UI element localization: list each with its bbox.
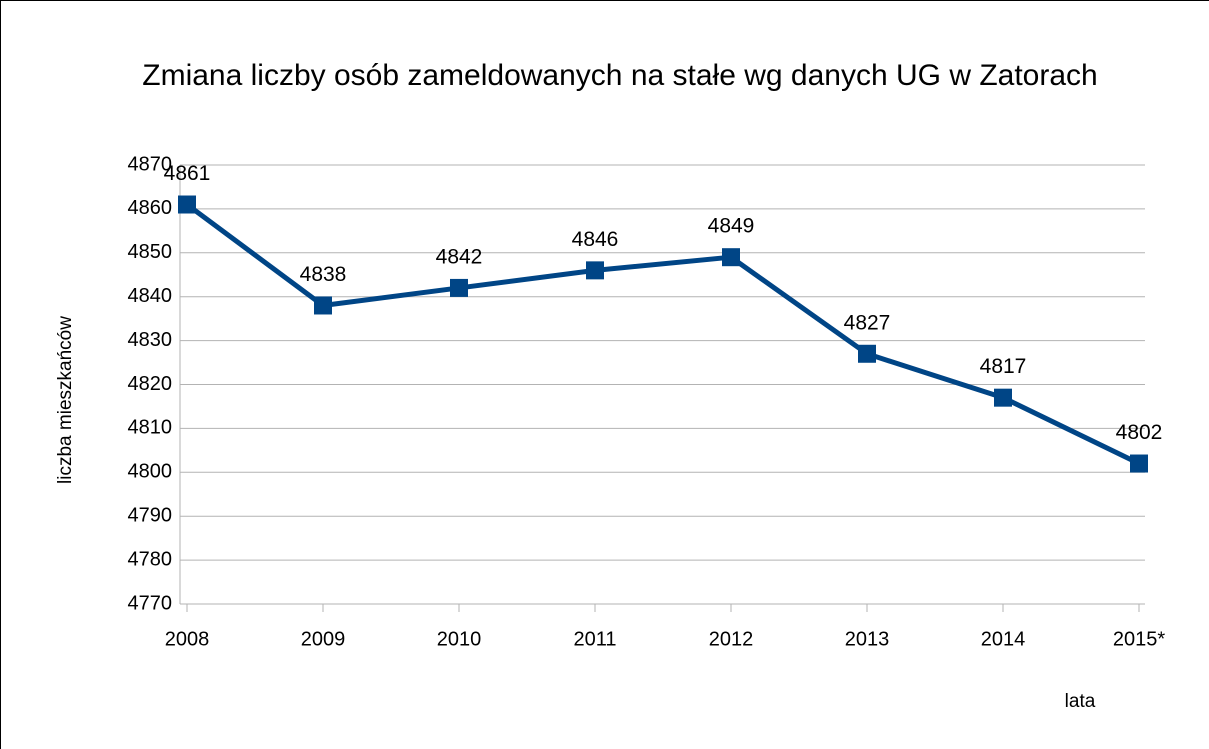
data-label: 4849 [708,215,755,238]
data-point [1130,454,1148,473]
y-tick-label: 4810 [128,417,173,439]
y-tick-label: 4820 [128,373,173,395]
data-label: 4861 [164,162,211,185]
x-axis-label: lata [1065,691,1096,712]
data-point [586,261,604,280]
data-label: 4817 [980,355,1027,378]
y-tick-label: 4870 [128,153,173,175]
data-point [450,278,468,297]
data-point [178,195,196,214]
y-tick-label: 4790 [128,504,173,526]
x-tick-label: 2010 [437,628,482,650]
data-point [722,248,740,267]
x-tick-label: 2009 [301,628,346,650]
y-tick-label: 4800 [128,461,173,483]
x-tick-label: 2014 [981,628,1026,650]
chart-title: Zmiana liczby osób zameldowanych na stał… [142,59,1097,92]
y-tick-label: 4840 [128,285,173,307]
y-tick-label: 4770 [128,592,173,614]
data-line [185,202,1141,466]
x-tick-label: 2012 [709,628,754,650]
y-tick-label: 4830 [128,329,173,351]
data-point [314,296,332,315]
data-label: 4802 [1116,421,1163,444]
x-tick-label: 2011 [573,628,616,650]
data-label: 4827 [844,311,891,334]
y-tick-label: 4850 [128,241,173,263]
data-point [994,388,1012,407]
x-tick-label: 2013 [845,628,890,650]
data-point [858,344,876,363]
data-label: 4842 [436,245,483,268]
y-tick-label: 4860 [128,197,173,219]
y-tick-label: 4780 [128,548,173,570]
data-label: 4846 [572,228,619,251]
x-tick-label: 2008 [165,628,210,650]
y-axis-label: liczba mieszkańców [55,316,76,484]
data-label: 4838 [300,263,347,286]
x-tick-label: 2015* [1113,628,1165,650]
